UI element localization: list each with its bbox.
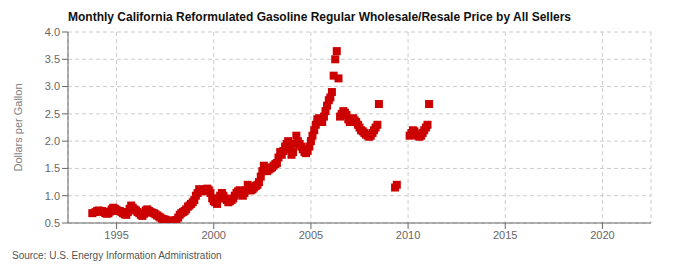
svg-text:2005: 2005 <box>299 229 323 241</box>
html-text:Source: U.S. Energy Informatio: Source: U.S. Energy Information Administ… <box>12 250 222 261</box>
svg-text:1.5: 1.5 <box>45 162 60 174</box>
svg-text:2020: 2020 <box>590 229 614 241</box>
html-text:Monthly California Reformulate: Monthly California Reformulated Gasoline… <box>68 10 571 24</box>
svg-text:3.0: 3.0 <box>45 80 60 92</box>
svg-text:3.5: 3.5 <box>45 53 60 65</box>
svg-text:1.0: 1.0 <box>45 190 60 202</box>
svg-text:1995: 1995 <box>104 229 128 241</box>
svg-text:2000: 2000 <box>202 229 226 241</box>
svg-text:0.5: 0.5 <box>45 217 60 229</box>
svg-text:2.5: 2.5 <box>45 108 60 120</box>
svg-text:2.0: 2.0 <box>45 135 60 147</box>
svg-text:2015: 2015 <box>493 229 517 241</box>
svg-text:Dollars per Gallon: Dollars per Gallon <box>12 83 24 171</box>
svg-text:2010: 2010 <box>396 229 420 241</box>
svg-text:4.0: 4.0 <box>45 26 60 38</box>
